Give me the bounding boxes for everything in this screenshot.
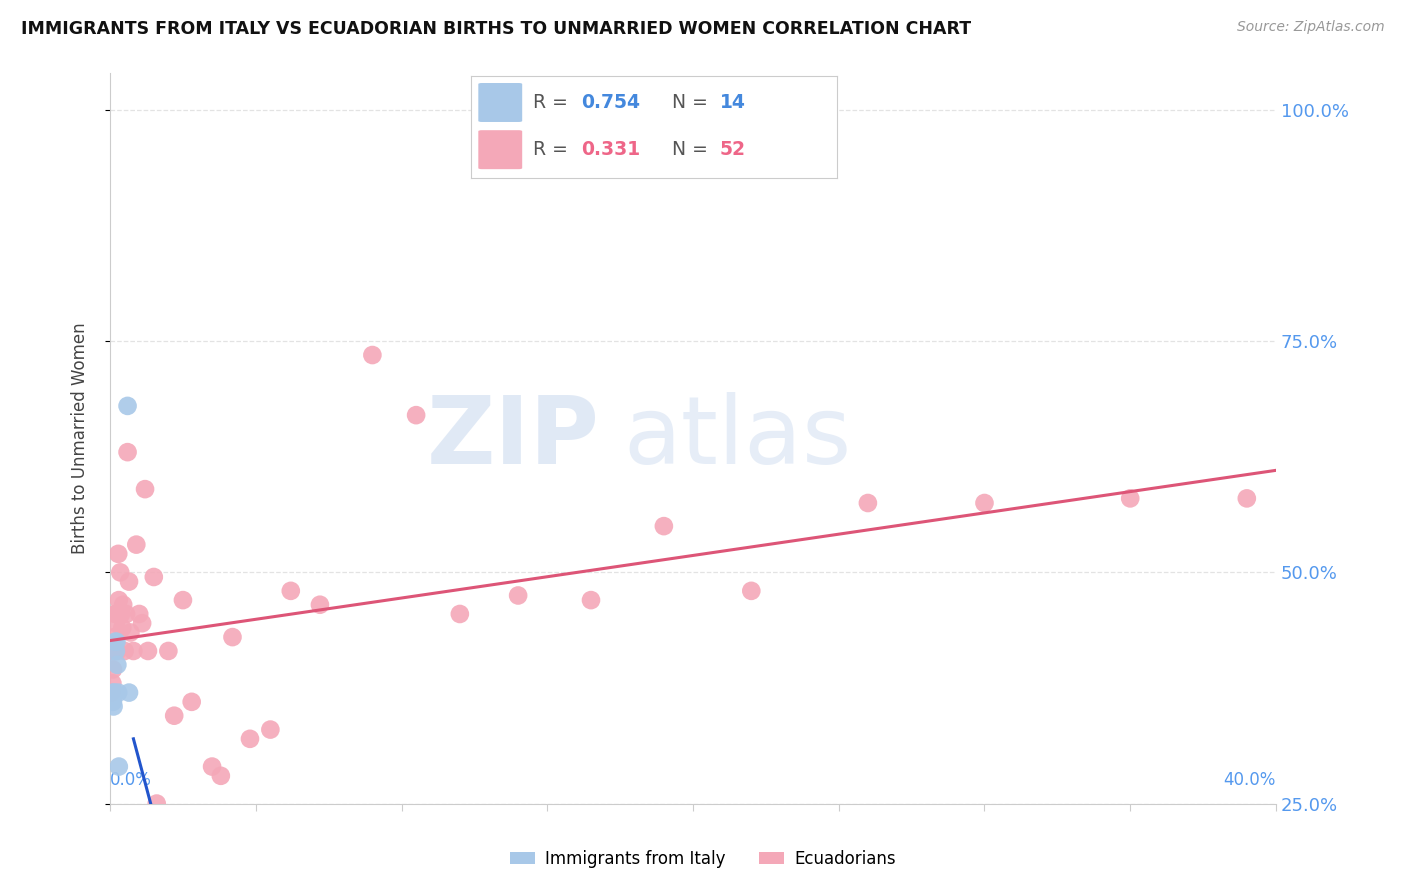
Point xyxy=(280,583,302,598)
Point xyxy=(209,769,232,783)
Text: N =: N = xyxy=(672,93,714,112)
Point xyxy=(152,889,174,892)
Text: Source: ZipAtlas.com: Source: ZipAtlas.com xyxy=(1237,20,1385,34)
Point xyxy=(115,607,138,621)
Point xyxy=(107,547,129,561)
Point xyxy=(108,593,131,607)
Point xyxy=(117,399,139,413)
Point xyxy=(172,593,194,607)
Point xyxy=(449,607,471,621)
Point xyxy=(110,815,132,830)
Point xyxy=(101,663,124,677)
Point xyxy=(104,616,127,631)
FancyBboxPatch shape xyxy=(478,130,522,169)
Point xyxy=(103,685,125,699)
Point xyxy=(309,598,332,612)
Point xyxy=(405,408,427,422)
Point xyxy=(111,621,134,635)
Text: 52: 52 xyxy=(720,140,745,159)
Point xyxy=(136,644,159,658)
Point xyxy=(101,685,124,699)
Point xyxy=(259,723,281,737)
Text: 0.754: 0.754 xyxy=(581,93,640,112)
Point xyxy=(142,570,165,584)
Point xyxy=(104,644,127,658)
Point xyxy=(221,630,243,644)
Point xyxy=(740,583,762,598)
Point xyxy=(128,607,150,621)
Text: N =: N = xyxy=(672,140,714,159)
Point xyxy=(361,348,384,362)
Point xyxy=(163,708,186,723)
Point xyxy=(579,593,602,607)
Point xyxy=(239,731,262,746)
Point xyxy=(131,616,153,631)
Point xyxy=(107,685,129,699)
Point xyxy=(180,695,202,709)
Point xyxy=(103,630,125,644)
Text: atlas: atlas xyxy=(623,392,851,484)
Text: R =: R = xyxy=(533,93,574,112)
Text: 0.0%: 0.0% xyxy=(110,772,152,789)
Point xyxy=(120,625,142,640)
Point xyxy=(145,797,167,811)
Point xyxy=(105,644,128,658)
Point xyxy=(103,644,125,658)
Point xyxy=(112,598,135,612)
Y-axis label: Births to Unmarried Women: Births to Unmarried Women xyxy=(72,322,89,554)
Point xyxy=(973,496,995,510)
Legend: Immigrants from Italy, Ecuadorians: Immigrants from Italy, Ecuadorians xyxy=(503,844,903,875)
Text: 40.0%: 40.0% xyxy=(1223,772,1277,789)
Point xyxy=(101,695,124,709)
Point xyxy=(157,644,180,658)
Text: IMMIGRANTS FROM ITALY VS ECUADORIAN BIRTHS TO UNMARRIED WOMEN CORRELATION CHART: IMMIGRANTS FROM ITALY VS ECUADORIAN BIRT… xyxy=(21,20,972,37)
Point xyxy=(105,607,128,621)
Point xyxy=(122,644,145,658)
Point xyxy=(110,607,132,621)
Point xyxy=(117,445,139,459)
Point xyxy=(103,699,125,714)
Point xyxy=(105,634,128,648)
Text: R =: R = xyxy=(533,140,574,159)
Text: 14: 14 xyxy=(720,93,745,112)
Point xyxy=(508,589,530,603)
Point xyxy=(1236,491,1258,506)
Point xyxy=(104,634,127,648)
Point xyxy=(105,657,128,672)
Point xyxy=(134,482,156,496)
Point xyxy=(1119,491,1142,506)
FancyBboxPatch shape xyxy=(478,83,522,122)
Point xyxy=(118,574,141,589)
Point xyxy=(104,644,127,658)
Point xyxy=(118,685,141,699)
Point xyxy=(125,538,148,552)
Point xyxy=(201,759,224,773)
Point xyxy=(856,496,879,510)
Point xyxy=(108,759,131,773)
Point xyxy=(101,676,124,690)
Text: ZIP: ZIP xyxy=(427,392,600,484)
Point xyxy=(100,685,122,699)
Text: 0.331: 0.331 xyxy=(581,140,640,159)
Point xyxy=(110,566,132,580)
Point xyxy=(652,519,675,533)
Point xyxy=(104,607,127,621)
Point xyxy=(114,644,136,658)
